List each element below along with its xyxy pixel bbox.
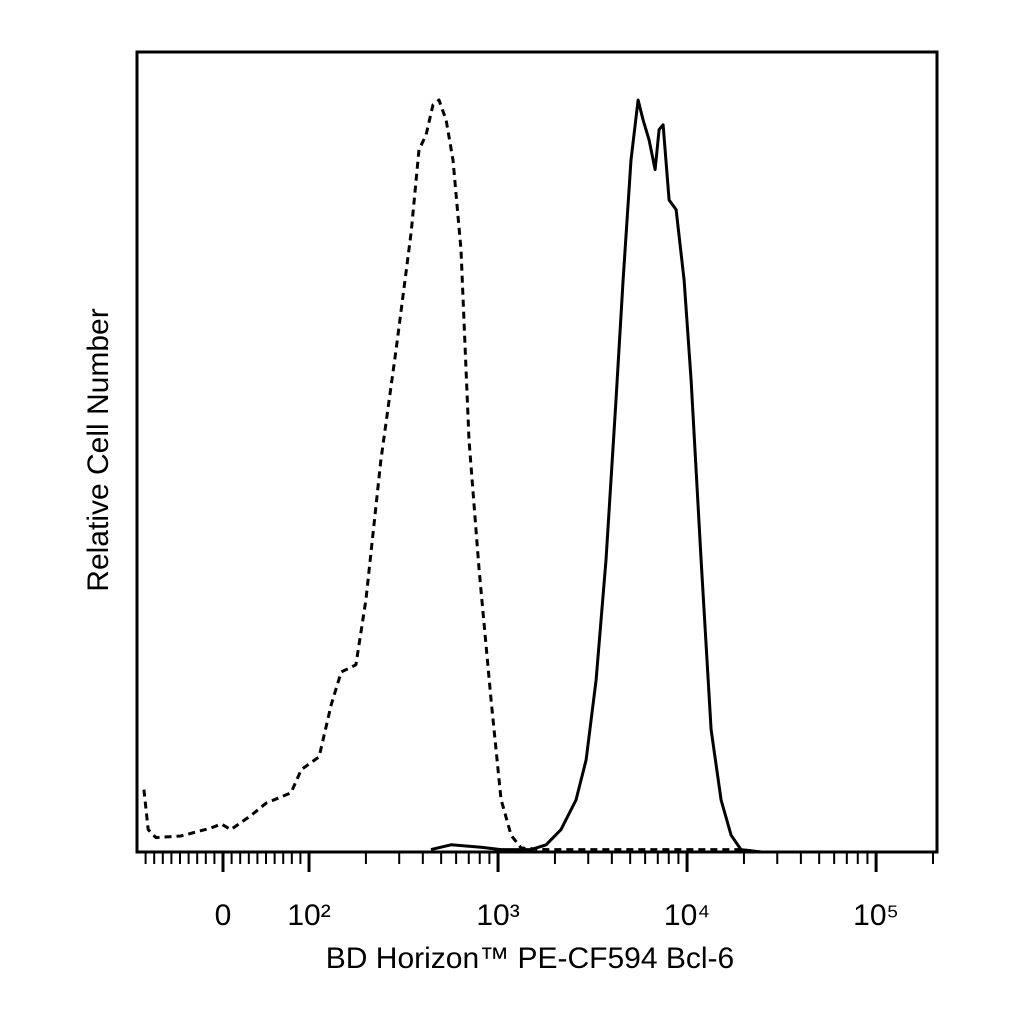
histogram-line (430, 98, 762, 854)
histogram-line (142, 98, 762, 854)
x-tick-label: 0 (215, 899, 232, 932)
x-tick-label: 10³ (476, 899, 519, 932)
x-tick-label: 10⁴ (664, 899, 710, 932)
x-tick-label: 10² (287, 899, 330, 932)
x-axis-label: BD Horizon™ PE-CF594 Bcl-6 (326, 942, 734, 975)
y-axis-label: Relative Cell Number (82, 308, 115, 591)
plot-frame (135, 50, 939, 854)
x-tick-label: 10⁵ (853, 899, 899, 932)
